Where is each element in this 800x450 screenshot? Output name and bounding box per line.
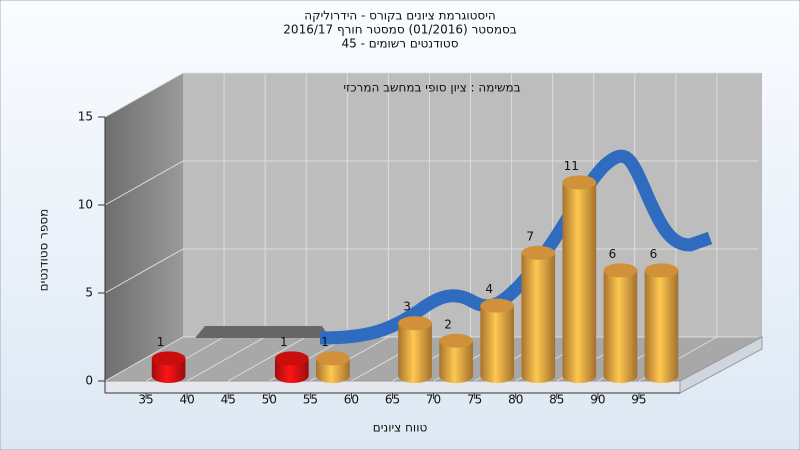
bar (562, 182, 597, 376)
bar-top (274, 351, 309, 366)
x-tick-label: 40 (180, 393, 195, 407)
x-tick-label: 35 (138, 393, 153, 407)
x-tick-label: 85 (549, 393, 564, 407)
bar-top (151, 351, 186, 366)
data-label: 7 (526, 229, 534, 243)
x-tick-label: 60 (344, 393, 359, 407)
y-tick-label: 5 (85, 286, 93, 300)
data-label: 1 (157, 335, 165, 349)
bar (398, 323, 432, 376)
gray-ribbon (195, 326, 330, 338)
data-label: 6 (650, 247, 658, 261)
bar (603, 270, 638, 376)
bar (521, 252, 556, 376)
x-tick-label: 80 (508, 393, 523, 407)
grid-line (104, 160, 758, 206)
left-wall (105, 73, 183, 381)
chart-subtitle: בסמסטר (01/2016) סמסטר חורף 2016/17 (283, 23, 516, 37)
x-tick-label: 90 (590, 393, 605, 407)
bar-top (439, 333, 473, 348)
data-label: 6 (609, 247, 617, 261)
y-axis-label: מספר סטודנטים (37, 209, 51, 292)
y-tick-label: 10 (78, 198, 93, 212)
bar (480, 305, 515, 376)
bar-top (480, 298, 515, 313)
bar (644, 270, 679, 376)
x-tick-label: 65 (385, 393, 400, 407)
x-tick-label: 45 (221, 393, 236, 407)
bar-top (316, 351, 350, 366)
data-label: 11 (564, 159, 579, 173)
bar-top (644, 263, 679, 278)
x-tick-label: 70 (426, 393, 441, 407)
y-tick-label: 0 (85, 374, 93, 388)
bar-top (398, 316, 432, 331)
data-label: 1 (280, 335, 288, 349)
x-tick-label: 55 (303, 393, 318, 407)
bar-top (521, 245, 556, 260)
floor (105, 337, 762, 381)
floor-front (104, 380, 681, 394)
chart-title: היסטוגרמת ציונים בקורס - הידרוליקה (304, 9, 495, 23)
y-tick-label: 15 (78, 110, 93, 124)
x-tick-label: 95 (631, 393, 646, 407)
bar-top (603, 263, 638, 278)
x-tick-label: 50 (262, 393, 277, 407)
x-axis-label: טווח ציונים (373, 421, 428, 435)
data-label: 1 (321, 335, 329, 349)
bar-top (562, 175, 597, 190)
data-label: 2 (444, 317, 452, 331)
x-tick-label: 75 (467, 393, 482, 407)
grid-line (104, 72, 758, 118)
chart-subtitle: סטודנטים רשומים - 45 (341, 37, 458, 51)
data-label: 3 (403, 300, 411, 314)
annotation: במשימה : ציון סופי במחשב המרכזי (343, 81, 520, 95)
data-label: 4 (485, 282, 493, 296)
floor-side (679, 336, 763, 394)
